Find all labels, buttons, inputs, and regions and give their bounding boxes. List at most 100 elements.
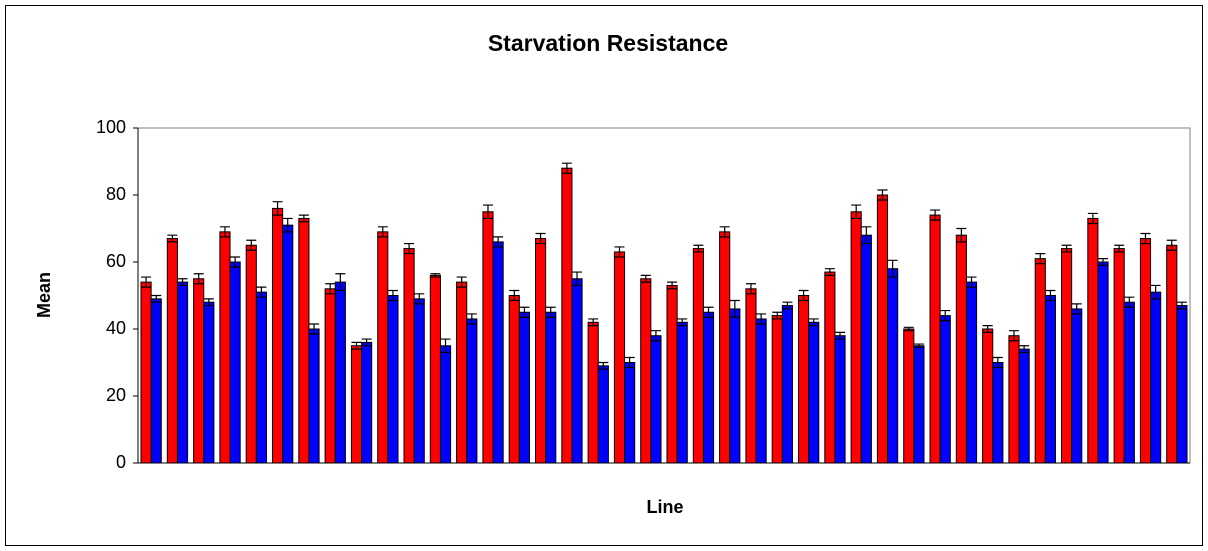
bar	[1166, 244, 1178, 464]
bar	[466, 318, 478, 464]
error-bar	[193, 273, 204, 285]
error-bar	[377, 226, 388, 238]
bar	[1176, 305, 1188, 464]
bar	[229, 261, 241, 464]
bar	[939, 315, 951, 464]
bar	[140, 281, 152, 464]
bar	[587, 321, 599, 464]
error-bar	[772, 311, 783, 320]
bar	[640, 278, 652, 464]
bar	[1034, 258, 1046, 464]
bar	[377, 231, 389, 464]
error-bar	[167, 234, 178, 243]
bar	[282, 224, 294, 464]
bar	[508, 295, 520, 464]
bar	[613, 251, 626, 464]
bar	[350, 345, 363, 464]
error-bar	[325, 283, 336, 295]
error-bar	[1061, 244, 1072, 253]
bar	[955, 234, 967, 464]
error-bar	[309, 323, 320, 335]
bar	[439, 345, 452, 464]
y-tick-label: 100	[96, 117, 126, 137]
bar	[719, 231, 731, 464]
bar	[771, 315, 783, 464]
bar	[571, 278, 583, 464]
error-bar	[482, 204, 493, 220]
error-bar	[693, 244, 704, 253]
bar	[808, 321, 820, 464]
bar	[561, 167, 573, 464]
error-bar	[614, 246, 625, 258]
bar	[745, 288, 757, 464]
bar	[1044, 295, 1056, 464]
bar	[482, 211, 494, 464]
error-bar	[1035, 253, 1046, 265]
bar	[650, 335, 662, 464]
bar	[245, 244, 257, 464]
bar	[334, 281, 346, 464]
error-bar	[992, 356, 1003, 369]
bar	[1018, 348, 1030, 464]
error-bar	[677, 318, 688, 327]
bar	[361, 341, 373, 464]
chart-title: Starvation Resistance	[488, 30, 728, 56]
bar	[413, 298, 425, 464]
error-bar	[1166, 239, 1177, 251]
error-bar	[246, 239, 257, 251]
error-bar	[719, 226, 730, 238]
y-tick-label: 60	[106, 251, 126, 271]
bar	[824, 271, 836, 464]
error-bar	[404, 242, 415, 255]
error-bar	[361, 338, 372, 347]
bar	[692, 248, 704, 464]
bar	[429, 274, 441, 464]
error-bar	[151, 294, 162, 303]
error-bar	[466, 313, 477, 325]
bar	[834, 335, 846, 464]
bar	[193, 278, 205, 464]
error-bar	[861, 226, 872, 245]
bar	[887, 268, 899, 464]
bar	[403, 248, 415, 464]
bar	[150, 298, 162, 464]
error-bar	[835, 331, 846, 340]
bar	[729, 308, 741, 464]
error-bar	[440, 338, 451, 354]
error-bar	[1114, 244, 1125, 253]
error-bar	[824, 268, 835, 276]
bar	[1097, 261, 1109, 464]
error-bar	[572, 271, 583, 287]
bar	[203, 301, 215, 464]
error-bar	[1150, 284, 1161, 300]
error-bar	[1098, 258, 1109, 266]
bar	[387, 295, 399, 464]
bar	[492, 241, 504, 464]
bar	[624, 362, 636, 464]
bar	[676, 321, 688, 464]
error-bar	[535, 232, 546, 245]
error-bar	[141, 276, 152, 288]
error-bar	[203, 298, 214, 307]
error-bar	[588, 318, 599, 327]
bar	[176, 281, 189, 464]
error-bar	[1008, 330, 1019, 342]
error-bar	[230, 256, 241, 268]
bar	[1113, 248, 1125, 464]
bar	[850, 211, 862, 464]
bar	[755, 318, 767, 464]
error-bar	[1019, 345, 1030, 354]
error-bar	[545, 306, 556, 318]
bar	[1071, 308, 1083, 464]
bar	[903, 328, 915, 464]
bar	[255, 291, 268, 464]
error-bar	[877, 189, 888, 201]
error-bar	[1176, 301, 1187, 310]
error-bar	[930, 209, 941, 221]
error-bar	[745, 283, 756, 295]
error-bar	[940, 309, 951, 322]
error-bar	[966, 276, 977, 288]
bar	[456, 281, 468, 464]
error-bar	[519, 306, 530, 318]
